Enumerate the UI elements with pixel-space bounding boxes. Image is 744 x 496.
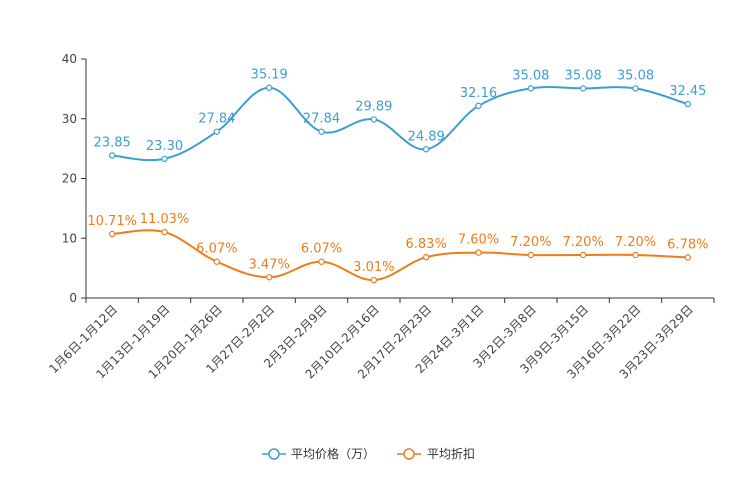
data-point-discount[interactable]: [579, 251, 587, 259]
data-point-discount[interactable]: [422, 253, 430, 261]
series-price: 23.85 23.30 27.84 35.19 27.84 29.89 24.89 32.16…: [94, 68, 706, 162]
data-point-price[interactable]: [108, 152, 116, 159]
data-label-discount: 6.83%: [406, 237, 447, 252]
data-label-discount: 6.07%: [196, 242, 237, 257]
data-point-discount[interactable]: [318, 258, 325, 265]
data-label-price: 32.16: [460, 86, 497, 101]
data-label-price: 32.45: [669, 84, 706, 99]
y-tick-label: 10: [62, 231, 77, 245]
data-point-price[interactable]: [161, 155, 168, 162]
data-label-discount: 7.60%: [458, 233, 499, 248]
data-label-price: 29.89: [355, 99, 392, 114]
data-label-price: 35.08: [565, 68, 602, 83]
data-point-price[interactable]: [422, 146, 430, 153]
data-point-discount[interactable]: [684, 254, 692, 261]
data-label-discount: 7.20%: [615, 235, 656, 250]
data-label-discount: 6.78%: [667, 237, 708, 252]
data-point-discount[interactable]: [475, 249, 482, 256]
data-point-price[interactable]: [527, 85, 535, 92]
data-point-discount[interactable]: [632, 251, 639, 259]
legend-item-price[interactable]: 平均价格（万）: [262, 446, 375, 461]
data-point-discount[interactable]: [108, 230, 116, 238]
legend-price-label: 平均价格（万）: [291, 446, 375, 461]
y-tick-label: 30: [62, 112, 77, 126]
data-label-discount: 3.01%: [353, 260, 394, 275]
data-label-price: 35.19: [251, 68, 288, 83]
data-point-price[interactable]: [265, 84, 273, 91]
series-layer: 23.85 23.30 27.84 35.19 27.84 29.89 24.89 32.16…: [87, 68, 708, 284]
data-point-price[interactable]: [213, 128, 221, 135]
data-point-price[interactable]: [632, 85, 639, 92]
data-point-price[interactable]: [684, 100, 692, 108]
data-point-price[interactable]: [475, 102, 482, 110]
legend-price-circle-marker: [268, 448, 280, 460]
data-label-discount: 11.03%: [140, 212, 190, 227]
data-label-discount: 7.20%: [510, 235, 551, 250]
legend-item-discount[interactable]: 平均折扣: [397, 446, 475, 461]
data-label-price: 27.84: [303, 112, 340, 127]
data-label-price: 23.30: [146, 139, 183, 154]
series-discount: 10.71% 11.03% 6.07% 3.47% 6.07% 3.01% 6.83% 7.6…: [87, 212, 708, 284]
data-label-price: 27.84: [198, 112, 235, 127]
legend-discount-label: 平均折扣: [427, 446, 475, 461]
legend: 平均价格（万） 平均折扣: [262, 446, 475, 461]
y-tick-label: 20: [62, 172, 77, 186]
data-point-discount[interactable]: [213, 258, 221, 265]
y-tick-label: 0: [69, 291, 77, 305]
data-label-price: 35.08: [512, 68, 549, 83]
data-point-price[interactable]: [370, 116, 378, 123]
data-label-discount: 7.20%: [563, 235, 604, 250]
series-line-discount: [112, 229, 688, 282]
data-label-price: 24.89: [408, 129, 445, 144]
data-point-price[interactable]: [579, 85, 587, 92]
data-label-discount: 6.07%: [301, 242, 342, 257]
data-point-discount[interactable]: [161, 228, 168, 236]
data-label-discount: 3.47%: [249, 257, 290, 272]
data-point-discount[interactable]: [527, 251, 535, 259]
y-tick-label: 40: [62, 52, 77, 66]
data-point-discount[interactable]: [265, 274, 273, 281]
data-point-discount[interactable]: [370, 276, 378, 284]
data-label-discount: 10.71%: [87, 214, 137, 229]
legend-discount-circle-marker: [403, 448, 415, 460]
data-label-price: 35.08: [617, 68, 654, 83]
data-label-price: 23.85: [94, 135, 131, 150]
data-point-price[interactable]: [318, 128, 325, 135]
